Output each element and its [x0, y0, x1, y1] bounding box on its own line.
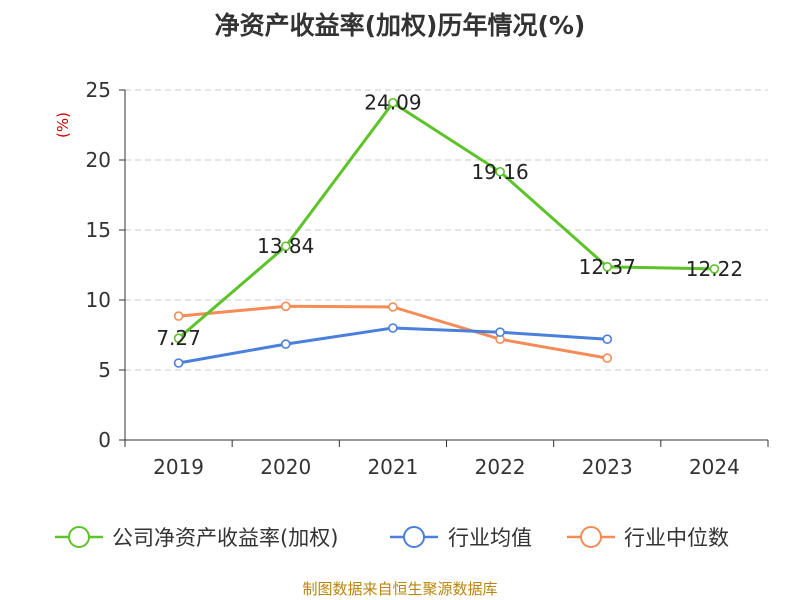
y-axis-label: (%)	[54, 112, 72, 138]
data-point	[495, 166, 505, 177]
legend-marker	[580, 526, 602, 548]
series-lines	[177, 101, 715, 365]
y-tick-label: 25	[86, 78, 111, 102]
x-tick-label: 2024	[689, 455, 740, 479]
data-point	[388, 97, 398, 108]
data-label: 7.27	[156, 326, 201, 350]
series-markers	[173, 97, 720, 368]
source-note: 制图数据来自恒生聚源数据库	[302, 580, 498, 598]
data-point	[173, 311, 184, 321]
data-label: 12.37	[579, 255, 636, 279]
x-tick-label: 2019	[153, 455, 204, 479]
data-point	[280, 339, 291, 349]
data-label: 12.22	[686, 257, 743, 281]
data-point	[495, 327, 505, 338]
data-label: 19.16	[471, 160, 528, 184]
data-labels: 7.27 13.84 24.09 19.16 12.37 12.22	[156, 91, 743, 350]
y-tick-label: 20	[86, 148, 111, 172]
data-point	[388, 302, 398, 312]
y-tick-label: 10	[86, 288, 111, 312]
y-tick-label: 0	[98, 428, 111, 452]
data-point	[602, 334, 613, 345]
x-tick-label: 2021	[367, 455, 418, 479]
x-tick-label: 2022	[475, 455, 526, 479]
y-tick-label: 5	[98, 358, 111, 382]
data-label: 24.09	[364, 91, 421, 115]
chart-title: 净资产收益率(加权)历年情况(%)	[214, 11, 586, 40]
data-point	[388, 323, 398, 333]
x-tick-label: 2020	[260, 455, 311, 479]
legend-marker	[403, 526, 425, 548]
data-point	[280, 301, 291, 312]
y-tick-label: 15	[86, 218, 111, 242]
data-point	[280, 241, 291, 252]
legend-marker	[68, 526, 90, 548]
grid-lines	[125, 89, 768, 371]
data-point	[602, 353, 613, 363]
legend-label: 公司净资产收益率(加权)	[112, 526, 338, 550]
legend: 公司净资产收益率(加权) 行业均值 行业中位数	[55, 526, 729, 550]
data-point	[173, 333, 184, 344]
x-tick-label: 2023	[582, 455, 633, 479]
data-label: 13.84	[257, 234, 314, 258]
series-line-0	[177, 101, 715, 340]
data-point	[173, 358, 184, 368]
legend-label: 行业均值	[448, 526, 532, 550]
data-point	[602, 262, 613, 272]
legend-label: 行业中位数	[624, 526, 729, 550]
axes: 0 5 10 15 20 25 (%) 2019 2020 2021 2022 2023 2024	[54, 78, 769, 479]
data-point	[709, 264, 720, 274]
